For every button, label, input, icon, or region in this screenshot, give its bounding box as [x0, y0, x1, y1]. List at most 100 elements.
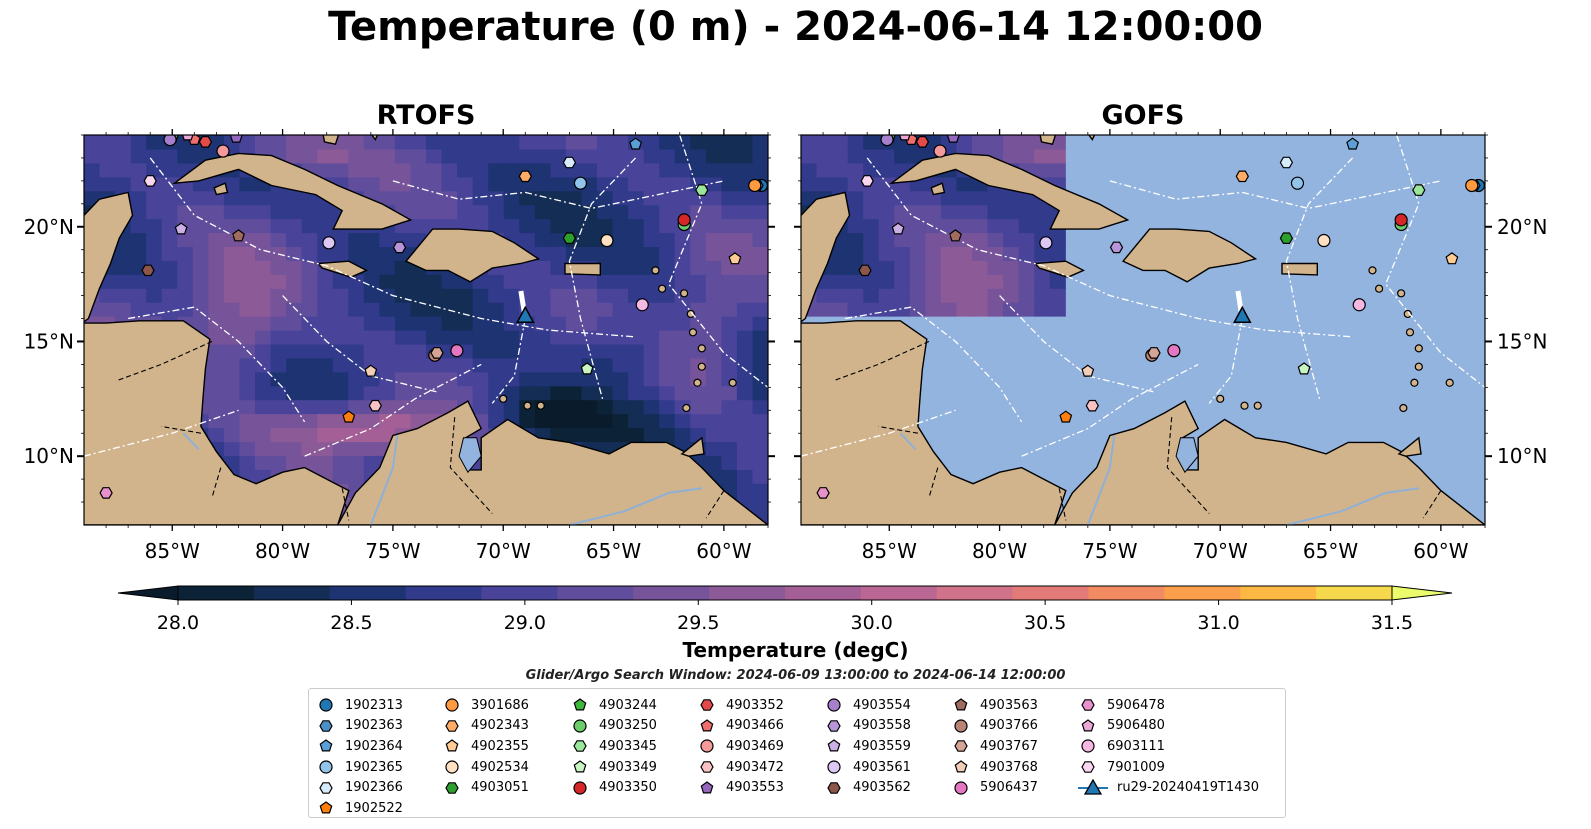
- field-cell: [161, 246, 178, 261]
- field-cell: [659, 260, 676, 275]
- field-cell: [348, 162, 365, 178]
- field-cell: [987, 302, 1004, 317]
- field-cell: [612, 413, 629, 429]
- field-cell: [752, 497, 768, 512]
- field-cell: [612, 260, 629, 275]
- field-cell: [863, 190, 880, 206]
- field-cell: [878, 232, 895, 248]
- field-cell: [394, 330, 412, 345]
- field-cell: [503, 385, 520, 401]
- field-cell: [223, 316, 241, 331]
- float-marker: [948, 229, 962, 242]
- field-cell: [628, 330, 645, 345]
- field-cell: [130, 162, 147, 178]
- field-cell: [581, 427, 598, 443]
- eez-boundary: [568, 157, 637, 399]
- field-cell: [736, 274, 754, 289]
- field-cell: [457, 288, 474, 303]
- field-cell: [534, 302, 551, 317]
- field-cell: [534, 274, 551, 289]
- field-cell: [255, 274, 272, 289]
- field-cell: [394, 316, 412, 331]
- x-tick-label: 60°W: [696, 539, 751, 563]
- country-border: [341, 488, 350, 521]
- field-cell: [721, 385, 738, 401]
- colorbar-segment: [329, 586, 407, 600]
- field-cell: [659, 218, 676, 234]
- land-trinidad: [1397, 436, 1422, 457]
- field-cell: [705, 162, 722, 178]
- field-cell: [363, 162, 380, 178]
- legend-marker-circle: [319, 698, 333, 712]
- colorbar-segment: [633, 586, 710, 600]
- field-cell: [130, 232, 147, 248]
- field-cell: [816, 148, 833, 164]
- legend-column: 3901686 4902343 4902355 4902534 4903051: [441, 695, 529, 798]
- field-cell: [84, 148, 101, 164]
- field-cell: [394, 135, 412, 150]
- field-cell: [457, 135, 474, 150]
- field-cell: [721, 288, 738, 303]
- field-cell: [286, 232, 303, 248]
- field-cell: [534, 232, 551, 248]
- y-tick-label: 15°N: [1497, 329, 1547, 353]
- field-cell: [956, 288, 973, 303]
- field-cell: [255, 427, 272, 443]
- field-cell: [987, 190, 1004, 206]
- field-cell: [581, 246, 598, 261]
- legend-float-marker: [445, 781, 459, 794]
- legend-label: 4903244: [599, 697, 657, 713]
- legend-float-marker: [954, 781, 968, 795]
- field-cell: [832, 148, 849, 164]
- field-cell: [301, 218, 318, 234]
- eez-boundary: [667, 135, 768, 388]
- field-cell: [208, 343, 225, 359]
- field-cell: [348, 455, 365, 470]
- field-cell: [581, 218, 598, 234]
- field-cell: [301, 330, 318, 345]
- field-cell: [286, 455, 303, 470]
- field-cell: [457, 316, 474, 331]
- island: [686, 309, 695, 319]
- field-cell: [705, 135, 722, 150]
- field-cell: [628, 260, 645, 275]
- legend-marker-pentagon: [827, 739, 841, 752]
- field-cell: [270, 371, 287, 387]
- field-cell: [84, 190, 101, 206]
- field-cell: [581, 288, 598, 303]
- field-cell: [643, 218, 660, 234]
- field-cell: [847, 162, 864, 178]
- field-cell: [736, 302, 754, 317]
- field-cell: [270, 204, 287, 220]
- legend-entry: 1902364: [315, 736, 403, 757]
- field-cell: [223, 385, 241, 401]
- field-cell: [832, 246, 849, 261]
- field-cell: [192, 302, 209, 317]
- y-tick-label: 20°N: [24, 215, 74, 239]
- field-cell: [628, 413, 645, 429]
- field-cell: [643, 343, 660, 359]
- legend-label: 4903561: [853, 759, 911, 775]
- field-cell: [752, 343, 768, 359]
- field-cell: [752, 441, 768, 456]
- field-cell: [987, 135, 1004, 150]
- field-cell: [394, 274, 412, 289]
- float-marker: [99, 487, 113, 499]
- field-cell: [379, 371, 396, 387]
- legend-label: 5906478: [1107, 697, 1165, 713]
- field-cell: [348, 316, 365, 331]
- island: [1410, 378, 1419, 387]
- float-marker: [573, 176, 588, 190]
- field-cell: [612, 357, 629, 373]
- legend-marker-hexagon: [319, 720, 333, 732]
- field-cell: [628, 148, 645, 164]
- field-cell: [363, 302, 380, 317]
- field-cell: [301, 455, 318, 470]
- field-cell: [534, 135, 551, 150]
- panel-title-gofs: GOFS: [1101, 100, 1185, 131]
- field-cell: [659, 413, 676, 429]
- field-cell: [239, 316, 256, 331]
- legend-label: 4903466: [726, 718, 784, 734]
- field-cell: [534, 246, 551, 261]
- field-cell: [115, 288, 132, 303]
